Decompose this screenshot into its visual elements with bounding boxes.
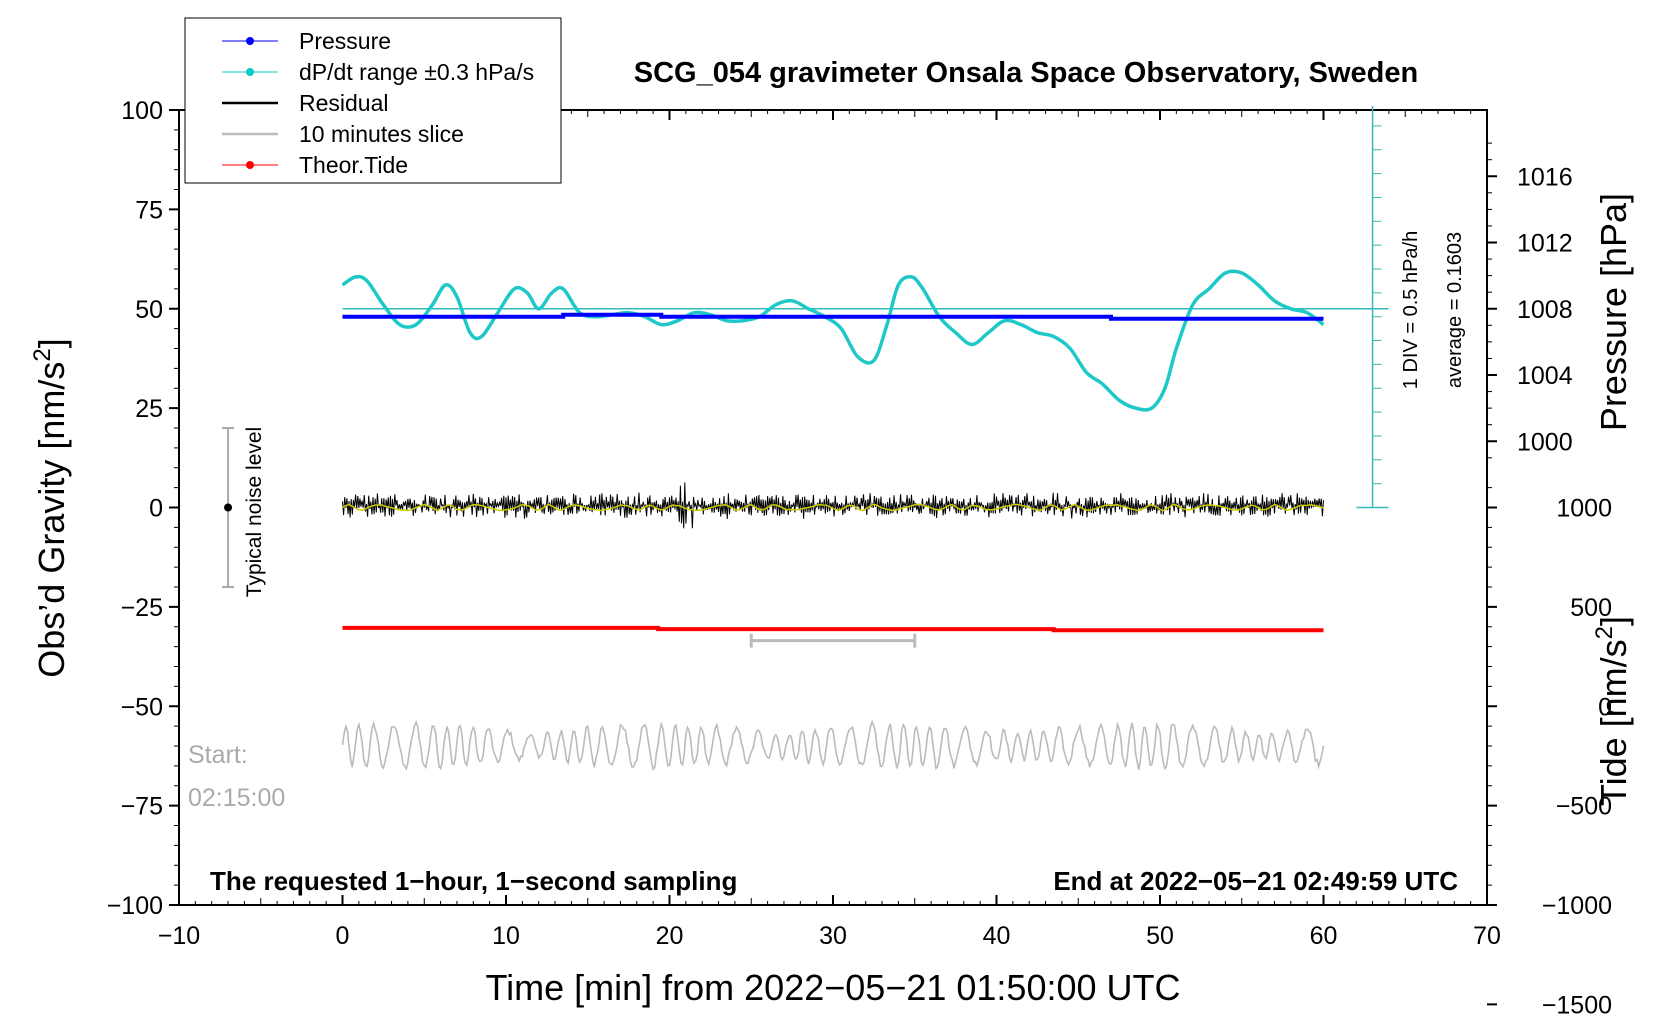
pressure-scale-avg-label: average = 0.1603	[1444, 232, 1466, 388]
pressure-tick-label: 1008	[1517, 296, 1573, 324]
tide-tick-label: −500	[1556, 793, 1612, 821]
slice-series-line	[341, 719, 1325, 771]
x-tick-label: 0	[336, 922, 350, 950]
x-tick-label: 50	[1146, 922, 1174, 950]
y-tick-label: 50	[135, 296, 163, 324]
sampling-note: The requested 1−hour, 1−second sampling	[210, 866, 737, 896]
tide-tick-label: 500	[1570, 594, 1612, 622]
tide-series-line	[342, 625, 1324, 633]
y-tick-label: −50	[121, 693, 163, 721]
legend-marker	[246, 37, 254, 45]
pressure-tick-label: 1012	[1517, 230, 1573, 258]
legend-entries: Pressure dP/dt range ±0.3 hPa/s Residual 10…	[222, 28, 534, 178]
pressure-tick-label: 1004	[1517, 362, 1573, 390]
start-label: Start:	[188, 741, 248, 769]
dpdt-series-line	[341, 269, 1325, 412]
pressure-series-line	[342, 312, 1324, 321]
x-tick-label: 70	[1473, 922, 1501, 950]
start-time: 02:15:00	[188, 784, 285, 812]
end-time-note: End at 2022−05−21 02:49:59 UTC	[1053, 866, 1458, 896]
y-axis-tide-title: Tide [nm/s2]	[1591, 616, 1634, 806]
x-tick-label: 30	[819, 922, 847, 950]
tide-tick-label: 1000	[1556, 495, 1612, 523]
tick-marks: −10 0 10 20 30 40 50 60 70−100−75−50−25025507510…	[107, 97, 1612, 1019]
pressure-scale-div-label: 1 DIV = 0.5 hPa/h	[1400, 231, 1422, 389]
legend-label: Pressure	[299, 28, 391, 54]
x-tick-label: 10	[492, 922, 520, 950]
residual-series-line	[342, 482, 1324, 529]
noise-level-label: Typical noise level	[243, 427, 266, 597]
legend-label: 10 minutes slice	[299, 121, 464, 147]
x-tick-label: 40	[983, 922, 1011, 950]
x-tick-label: 20	[656, 922, 684, 950]
y-axis-pressure-title: Pressure [hPa]	[1593, 193, 1634, 431]
y-axis-left-title-end: ]	[31, 338, 72, 348]
pressure-tick-label: 1000	[1517, 428, 1573, 456]
pressure-tick-label: 1016	[1517, 163, 1573, 191]
x-axis-title: Time [min] from 2022−05−21 01:50:00 UTC	[485, 967, 1180, 1008]
x-tick-label: 60	[1310, 922, 1338, 950]
legend-marker	[246, 68, 254, 76]
y-axis-tide-title-sup: 2	[1591, 626, 1618, 639]
legend-label: dP/dt range ±0.3 hPa/s	[299, 59, 534, 85]
y-tick-label: 25	[135, 395, 163, 423]
y-axis-left-title-sup: 2	[29, 348, 56, 361]
series-layer	[222, 106, 1389, 771]
y-axis-tide-title-text: Tide [nm/s	[1593, 639, 1634, 806]
y-tick-label: 100	[121, 97, 163, 125]
tide-tick-label: 0	[1598, 693, 1612, 721]
noise-bar-dot	[224, 503, 233, 512]
tide-tick-label: −1500	[1542, 991, 1612, 1019]
y-axis-left-title: Obs’d Gravity [nm/s2]	[29, 338, 72, 677]
legend-box	[184, 17, 562, 184]
y-tick-label: −25	[121, 594, 163, 622]
x-tick-label: −10	[158, 922, 200, 950]
legend-label: Theor.Tide	[299, 152, 408, 178]
y-tick-label: −75	[121, 793, 163, 821]
y-axis-left-title-text: Obs’d Gravity [nm/s	[31, 362, 72, 678]
legend-marker	[246, 161, 254, 169]
y-tick-label: −100	[107, 892, 163, 920]
y-tick-label: 0	[149, 495, 163, 523]
residual-smoothed-line	[342, 503, 1324, 512]
tide-tick-label: −1000	[1542, 892, 1612, 920]
chart-title: SCG_054 gravimeter Onsala Space Observat…	[634, 57, 1418, 89]
legend: Pressure dP/dt range ±0.3 hPa/s Residual 10…	[184, 17, 562, 184]
legend-label: Residual	[299, 90, 389, 116]
y-tick-label: 75	[135, 196, 163, 224]
y-axis-tide-title-end: ]	[1593, 616, 1634, 626]
